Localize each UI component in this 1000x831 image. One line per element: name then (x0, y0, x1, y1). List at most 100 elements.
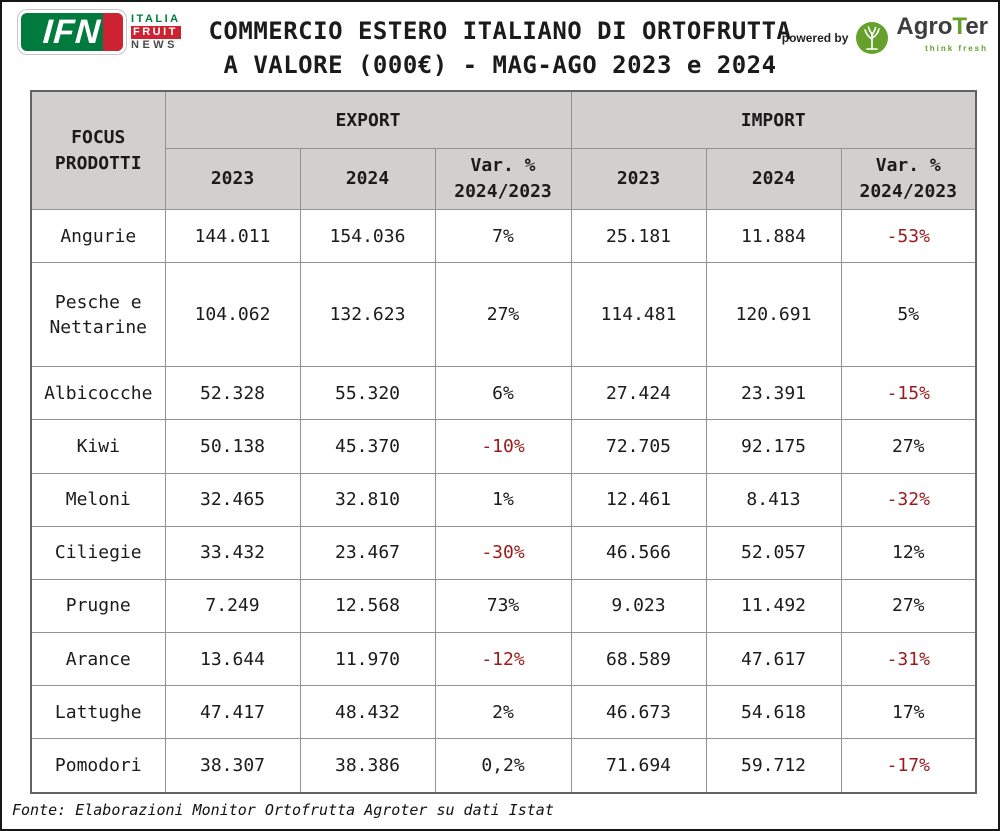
import-2023-cell: 68.589 (570, 631, 707, 687)
powered-by-label: powered by (781, 31, 849, 45)
agroter-name-suffix: er (965, 13, 988, 40)
import-2023-cell: 12.461 (570, 472, 707, 527)
table-row: Meloni 32.465 32.810 1% 12.461 8.413 -32% (30, 472, 977, 527)
import-2023-cell: 9.023 (570, 578, 707, 633)
export-2023-cell: 7.249 (164, 578, 301, 633)
import-var-cell: 27% (840, 578, 977, 633)
ifn-wordmark: ITALIA FRUIT NEWS (131, 13, 181, 52)
import-2024-cell: 120.691 (705, 262, 842, 368)
export-var-cell: 2% (434, 685, 572, 740)
table-row: Arance 13.644 11.970 -12% 68.589 47.617 -31% (30, 631, 977, 687)
agroter-tree-icon (856, 22, 889, 54)
import-2023-cell: 46.673 (570, 685, 707, 740)
table-row: Angurie 144.011 154.036 7% 25.181 11.884 -53% (30, 208, 977, 264)
export-var-cell: -10% (434, 419, 572, 474)
export-var-cell: 7% (434, 208, 572, 264)
export-2023-cell: 13.644 (164, 631, 301, 687)
agroter-name-prefix: Agro (896, 13, 953, 40)
export-2023-cell: 38.307 (164, 738, 301, 794)
ifn-badge-icon: IFN (18, 10, 126, 54)
import-2023-header: 2023 (570, 148, 707, 210)
import-2023-cell: 25.181 (570, 208, 707, 264)
export-2023-cell: 32.465 (164, 472, 301, 527)
product-cell: Pomodori (30, 738, 166, 794)
export-2023-cell: 50.138 (164, 419, 301, 474)
product-cell: Ciliegie (30, 525, 166, 580)
agroter-tagline: think fresh (925, 44, 988, 53)
product-cell: Lattughe (30, 685, 166, 740)
import-2024-cell: 11.884 (705, 208, 842, 264)
ifn-logo: IFN ITALIA FRUIT NEWS (18, 10, 181, 54)
export-2024-cell: 132.623 (299, 262, 436, 368)
corner-header: FOCUS PRODOTTI (30, 90, 166, 210)
import-2023-cell: 27.424 (570, 366, 707, 421)
product-cell: Meloni (30, 472, 166, 527)
table-row: Albicocche 52.328 55.320 6% 27.424 23.391 -15% (30, 366, 977, 421)
table-body: Angurie 144.011 154.036 7% 25.181 11.884 -53% P… (30, 208, 977, 794)
table-header: FOCUS PRODOTTI EXPORT IMPORT 2023 2024 V… (30, 90, 977, 210)
import-2024-cell: 47.617 (705, 631, 842, 687)
powered-by-block: powered by AgroTer think fresh (781, 13, 988, 60)
import-2023-cell: 71.694 (570, 738, 707, 794)
export-2024-cell: 11.970 (299, 631, 436, 687)
product-cell: Arance (30, 631, 166, 687)
ifn-abbr: IFN (41, 12, 103, 51)
export-2024-cell: 55.320 (299, 366, 436, 421)
import-2023-cell: 114.481 (570, 262, 707, 368)
export-2024-cell: 38.386 (299, 738, 436, 794)
group-header-export: EXPORT (164, 90, 572, 149)
import-2023-cell: 72.705 (570, 419, 707, 474)
export-2024-cell: 154.036 (299, 208, 436, 264)
table-row: Pomodori 38.307 38.386 0,2% 71.694 59.712 -17% (30, 738, 977, 794)
import-var-cell: -31% (840, 631, 977, 687)
table-row: Pesche e Nettarine 104.062 132.623 27% 114.4… (30, 262, 977, 368)
import-var-cell: -15% (840, 366, 977, 421)
import-2024-cell: 8.413 (705, 472, 842, 527)
export-var-cell: 1% (434, 472, 572, 527)
table-row: Prugne 7.249 12.568 73% 9.023 11.492 27% (30, 578, 977, 633)
export-2023-cell: 104.062 (164, 262, 301, 368)
export-2024-cell: 32.810 (299, 472, 436, 527)
export-2023-cell: 47.417 (164, 685, 301, 740)
agroter-wordmark: AgroTer think fresh (896, 13, 988, 60)
ifn-word-italia: ITALIA (131, 12, 181, 25)
ifn-word-news: NEWS (131, 38, 178, 51)
import-var-cell: -17% (840, 738, 977, 794)
export-2024-cell: 12.568 (299, 578, 436, 633)
export-var-cell: -12% (434, 631, 572, 687)
title-line-2: A VALORE (000€) - MAG-AGO 2023 e 2024 (223, 51, 777, 79)
import-2024-cell: 92.175 (705, 419, 842, 474)
import-2024-cell: 52.057 (705, 525, 842, 580)
title-line-1: COMMERCIO ESTERO ITALIANO DI ORTOFRUTTA (208, 17, 792, 45)
product-cell: Angurie (30, 208, 166, 264)
export-var-cell: 6% (434, 366, 572, 421)
import-2024-cell: 23.391 (705, 366, 842, 421)
import-var-cell: 17% (840, 685, 977, 740)
group-header-import: IMPORT (570, 90, 977, 149)
product-cell: Albicocche (30, 366, 166, 421)
product-cell: Kiwi (30, 419, 166, 474)
source-note: Fonte: Elaborazioni Monitor Ortofrutta A… (12, 801, 554, 819)
import-2024-cell: 54.618 (705, 685, 842, 740)
product-cell: Pesche e Nettarine (30, 262, 166, 368)
agroter-name-t: T (952, 13, 966, 40)
import-2024-cell: 59.712 (705, 738, 842, 794)
page-title: COMMERCIO ESTERO ITALIANO DI ORTOFRUTTA … (2, 14, 998, 82)
export-2024-cell: 23.467 (299, 525, 436, 580)
export-var-cell: 73% (434, 578, 572, 633)
header: IFN ITALIA FRUIT NEWS COMMERCIO ESTERO I… (2, 2, 998, 90)
export-2023-cell: 144.011 (164, 208, 301, 264)
export-var-cell: 0,2% (434, 738, 572, 794)
import-var-header: Var. % 2024/2023 (840, 148, 977, 210)
export-2023-header: 2023 (164, 148, 301, 210)
import-2023-cell: 46.566 (570, 525, 707, 580)
import-var-cell: 27% (840, 419, 977, 474)
export-2024-cell: 45.370 (299, 419, 436, 474)
trade-table: FOCUS PRODOTTI EXPORT IMPORT 2023 2024 V… (30, 90, 978, 794)
export-var-header: Var. % 2024/2023 (434, 148, 572, 210)
table-row: Ciliegie 33.432 23.467 -30% 46.566 52.057 12% (30, 525, 977, 580)
export-2023-cell: 52.328 (164, 366, 301, 421)
product-cell: Prugne (30, 578, 166, 633)
import-var-cell: -32% (840, 472, 977, 527)
